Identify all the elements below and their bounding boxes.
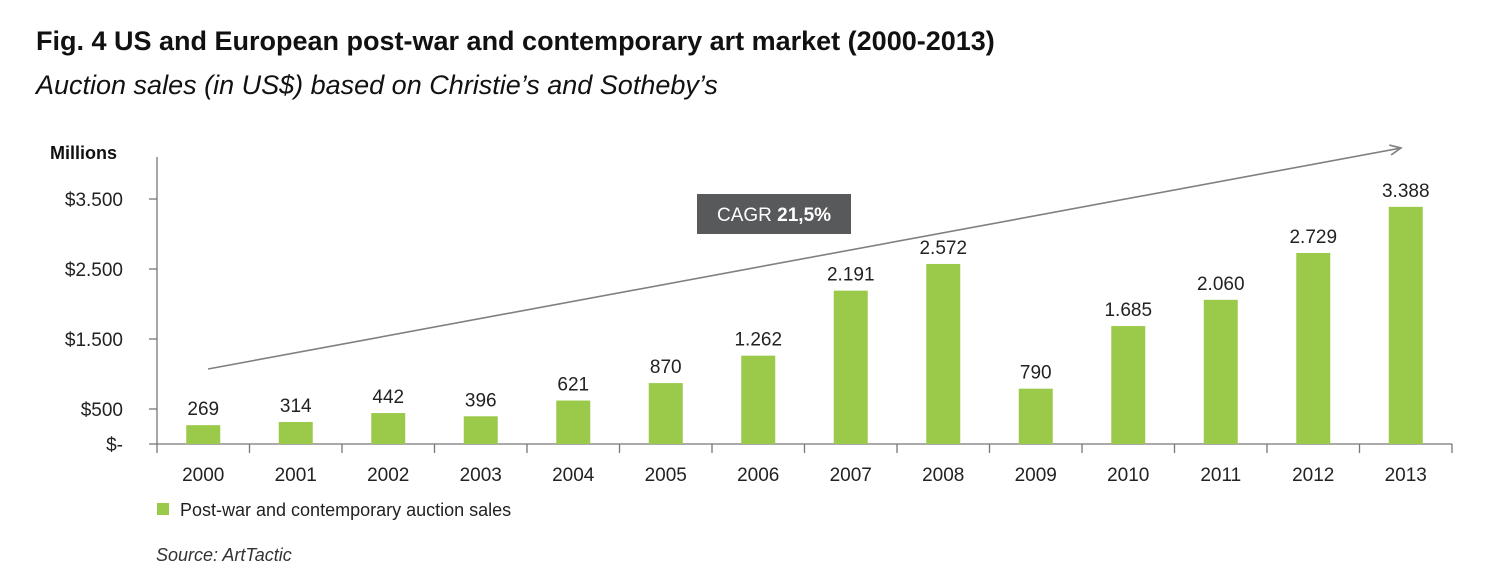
x-tick-label: 2005 [645, 465, 687, 486]
x-tick-label: 2000 [182, 465, 224, 486]
x-tick-label: 2013 [1385, 465, 1427, 486]
y-tick-label: $500 [81, 400, 123, 421]
x-tick-label: 2001 [275, 465, 317, 486]
bar-2009 [1018, 388, 1053, 444]
cagr-box [697, 194, 851, 234]
cagr-prefix: CAGR [717, 205, 777, 226]
data-label: 870 [650, 357, 682, 378]
y-tick-label: $- [106, 435, 123, 456]
x-tick-label: 2006 [737, 465, 779, 486]
data-label: 2.572 [919, 238, 967, 259]
data-label: 790 [1020, 363, 1052, 384]
x-tick-label: 2011 [1200, 465, 1241, 486]
cagr-value: 21,5% [777, 205, 831, 226]
bars: 269 314 442 396 621 870 1.262 2.191 2.572 790 1.68… [186, 181, 1430, 444]
legend-swatch [157, 503, 169, 515]
data-label: 269 [187, 399, 219, 420]
y-tick-label: $3.500 [65, 190, 123, 211]
x-axis: 2000 2001 2002 2003 2004 2005 2006 2007 2008 2009… [156, 443, 1453, 486]
data-label: 3.388 [1382, 181, 1430, 202]
data-label: 2.729 [1289, 227, 1337, 248]
y-tick-label: $1.500 [65, 330, 123, 351]
bar-2002 [371, 413, 406, 444]
cagr-annotation: CAGR 21,5% [697, 194, 851, 234]
chart-title: Fig. 4 US and European post-war and cont… [36, 26, 995, 56]
x-tick-label: 2012 [1292, 465, 1334, 486]
data-label: 314 [280, 396, 312, 417]
bar-2003 [463, 416, 498, 444]
trend-arrow [207, 144, 1403, 370]
data-label: 2.191 [827, 265, 875, 286]
data-label: 396 [465, 390, 497, 411]
legend: Post-war and contemporary auction sales [157, 500, 511, 520]
y-tick-label: $2.500 [65, 260, 123, 281]
bar-2011 [1203, 299, 1238, 444]
x-tick-label: 2008 [922, 465, 964, 486]
bar-2006 [741, 355, 776, 444]
x-tick-label: 2003 [460, 465, 502, 486]
cagr-label: CAGR 21,5% [717, 205, 831, 226]
data-label: 442 [372, 387, 404, 408]
bar-2013 [1388, 206, 1423, 444]
data-label: 2.060 [1197, 274, 1245, 295]
x-tick-label: 2007 [830, 465, 872, 486]
bar-2007 [833, 290, 868, 444]
bar-2008 [926, 263, 961, 444]
bar-2005 [648, 383, 683, 444]
data-label: 1.262 [734, 330, 782, 351]
x-tick-label: 2002 [367, 465, 409, 486]
chart-subtitle: Auction sales (in US$) based on Christie… [36, 70, 718, 100]
y-axis-label: Millions [50, 143, 117, 163]
bar-2012 [1296, 252, 1331, 444]
bar-2004 [556, 400, 591, 444]
trend-line [207, 144, 1403, 370]
bar-2010 [1111, 326, 1146, 444]
bar-2000 [186, 425, 221, 444]
source-note: Source: ArtTactic [156, 545, 292, 565]
bar-2001 [278, 422, 313, 444]
x-tick-label: 2010 [1107, 465, 1149, 486]
x-tick-label: 2004 [552, 465, 595, 486]
data-label: 621 [557, 375, 589, 396]
x-tick-label: 2009 [1015, 465, 1057, 486]
legend-label: Post-war and contemporary auction sales [180, 500, 511, 520]
y-axis: $- $500 $1.500 $2.500 $3.500 [65, 157, 158, 456]
data-label: 1.685 [1104, 300, 1152, 321]
